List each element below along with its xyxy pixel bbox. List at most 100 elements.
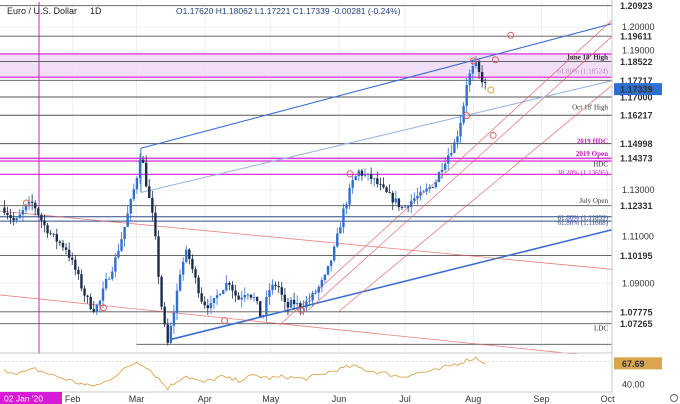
candle-body [268,290,271,297]
candle-body [385,187,388,193]
candle-body [265,296,268,316]
candle-body [336,233,339,247]
candle-body [160,276,163,307]
price-label-box [614,152,662,165]
candle-body [351,180,354,188]
candle-body [30,201,34,203]
candle-body [12,218,15,221]
candle-body [286,301,290,308]
rsi-pane [0,352,680,392]
candle-body [471,65,475,74]
settings-gear-icon [670,394,678,402]
candle-body [215,295,219,298]
candle-body [240,297,243,300]
candle-body [348,187,351,205]
candle-body [394,198,398,203]
candle-body [111,271,114,279]
candle-body [104,278,108,289]
pivot-circle [298,306,306,314]
candle-body [64,247,68,250]
pivot-circle [469,57,477,65]
candle-body [203,301,206,306]
candle-body [172,312,176,326]
price-label-box [614,249,662,262]
pivot-circle [463,112,471,120]
candle-body [357,170,361,177]
candle-body [332,246,336,261]
pivot-circle [22,199,30,207]
price-level-label: 1.14373 [620,154,653,164]
candle-body [437,172,441,183]
candle-body [323,274,327,280]
candle-body [138,159,142,178]
symbol-title: Euro / U.S. Dollar [7,6,77,16]
trend-lines [0,19,613,359]
candle-body [280,287,283,295]
price-label-box [614,317,662,330]
candle-body [34,202,37,209]
candle-body [483,82,487,84]
candle-body [425,188,428,192]
candle-body [197,277,200,294]
candle-body [274,284,277,286]
price-label-box [614,137,662,150]
time-tick-label: Apr [198,394,212,404]
candle-body [308,300,311,302]
candle-body [71,257,74,260]
candle-body [246,294,250,296]
candle-body [299,303,302,309]
slope-line [307,36,613,311]
time-tick-label: Aug [465,394,481,404]
candle-body [480,71,484,83]
candle-body [95,304,99,312]
candle-body [157,236,160,277]
pivot-circle [487,86,495,94]
pivot-circle [489,131,497,139]
candle-body [209,302,213,309]
price-tick-label: 1.20000 [622,22,655,32]
candle-body [305,301,308,308]
price-tick-label: 1.13000 [622,185,655,195]
channel-line [171,228,613,340]
candle-body [249,294,253,298]
candle-body [144,162,148,187]
candle-body [18,214,22,219]
level-annotation: 61.80% (1.11859) [558,214,609,222]
candle-body [443,163,447,170]
candle-body [354,176,357,181]
current-price-box [614,83,662,96]
candle-body [67,249,71,258]
candle-body [369,173,373,179]
candle-body [9,215,12,219]
candle-body [403,206,407,208]
candle-body [129,199,132,214]
level-annotation: June 18' High [566,53,608,61]
price-level-label: 1.07265 [620,319,653,329]
candle-body [107,278,111,280]
price-level-label: 1.17000 [620,93,653,103]
candle-body [431,186,435,188]
slope-line [338,85,613,312]
candle-body [163,306,166,325]
candle-body [74,259,77,270]
level-annotation: July Open [579,197,608,205]
slope-line [279,19,613,326]
candle-body [212,297,216,303]
candle-body [289,299,293,308]
price-label-box [614,305,662,318]
level-annotation: 2019 HDC [577,137,608,145]
price-tick-label: 1.11000 [622,232,654,242]
candle-body [83,288,86,296]
channel-line [140,23,613,149]
candle-body [188,249,191,259]
candle-body [311,293,314,301]
candle-body [450,152,453,156]
candle-body [80,274,83,289]
price-level-label: 1.14998 [620,139,653,149]
rsi-background [0,354,612,392]
candle-body [86,295,89,297]
candle-body [222,290,225,295]
candle-body [326,265,330,275]
candle-body [237,295,240,300]
